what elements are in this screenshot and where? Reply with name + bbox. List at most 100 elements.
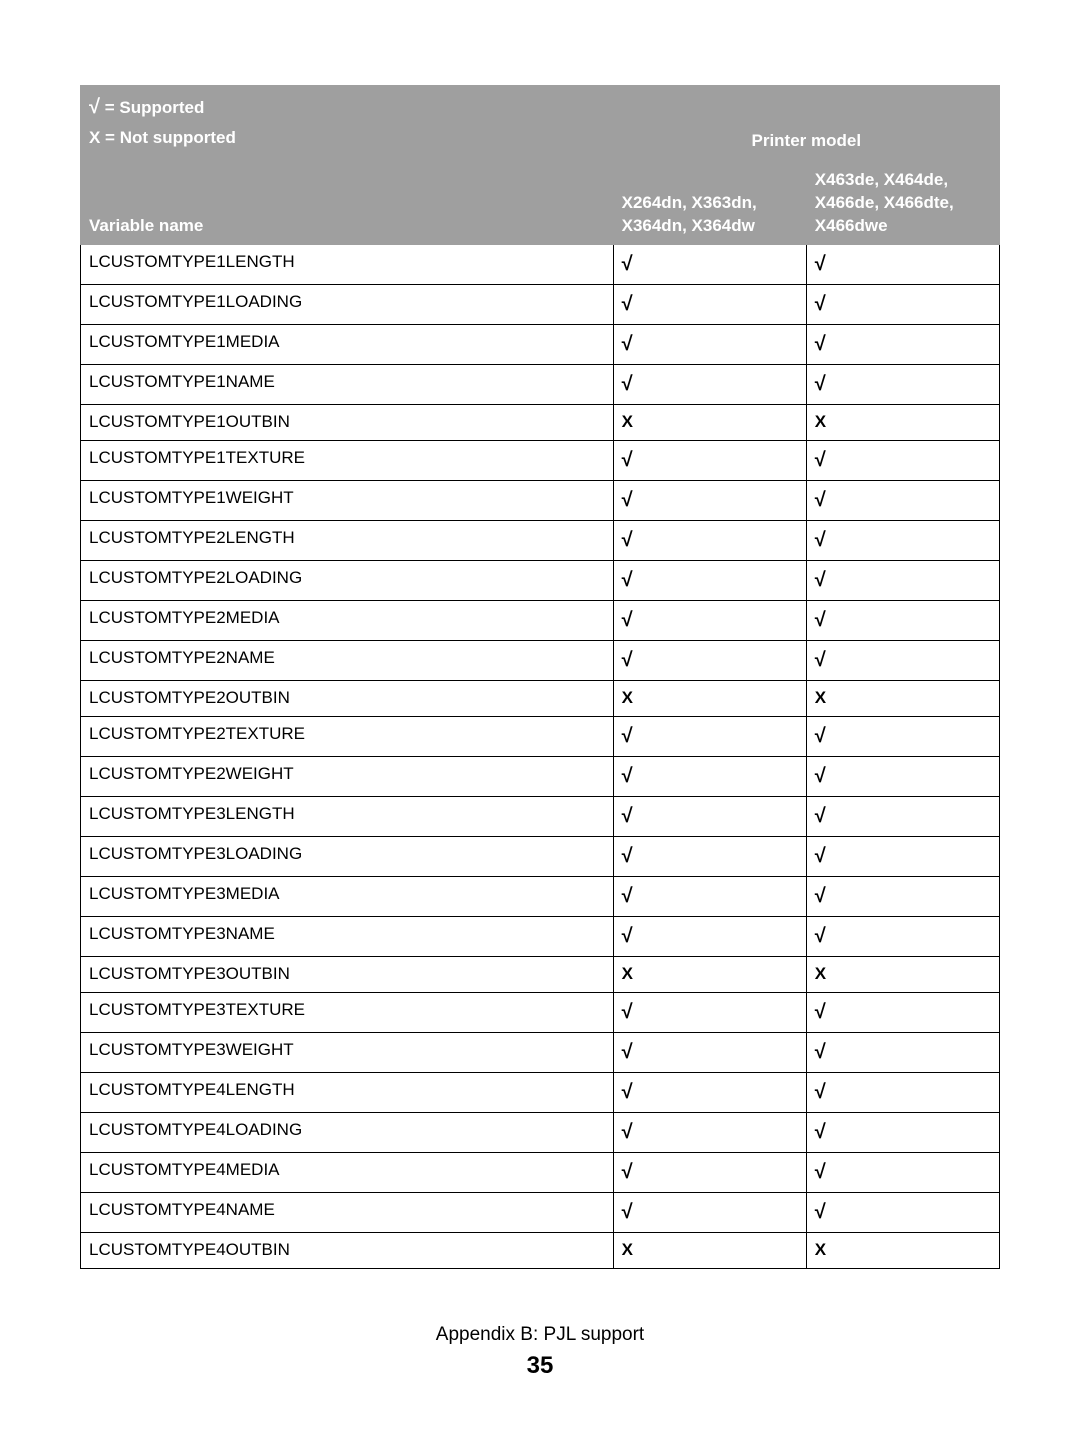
legend-supported: √ = Supported xyxy=(89,94,605,121)
support-cell-a: √ xyxy=(613,992,806,1032)
support-cell-a: X xyxy=(613,956,806,992)
table-row: LCUSTOMTYPE1TEXTURE√√ xyxy=(81,440,1000,480)
support-cell-b: √ xyxy=(806,640,999,680)
document-page: √ = Supported X = Not supported Printer … xyxy=(0,0,1080,1430)
variable-name-cell: LCUSTOMTYPE2LOADING xyxy=(81,560,614,600)
check-icon: √ xyxy=(622,885,633,907)
support-cell-b: √ xyxy=(806,560,999,600)
support-cell-b: √ xyxy=(806,992,999,1032)
variable-name-cell: LCUSTOMTYPE3LOADING xyxy=(81,836,614,876)
check-icon: √ xyxy=(622,1041,633,1063)
check-icon: √ xyxy=(622,1161,633,1183)
support-cell-a: √ xyxy=(613,876,806,916)
variable-name-cell: LCUSTOMTYPE2WEIGHT xyxy=(81,756,614,796)
support-cell-b: √ xyxy=(806,600,999,640)
check-icon: √ xyxy=(815,649,826,671)
check-icon: √ xyxy=(622,1201,633,1223)
table-row: LCUSTOMTYPE2WEIGHT √ √ xyxy=(81,756,1000,796)
table-row: LCUSTOMTYPE3LOADING√√ xyxy=(81,836,1000,876)
support-cell-a: √ xyxy=(613,560,806,600)
check-icon: √ xyxy=(622,609,633,631)
support-cell-b: X xyxy=(806,956,999,992)
variable-name-cell: LCUSTOMTYPE1MEDIA xyxy=(81,324,614,364)
table-row: LCUSTOMTYPE1WEIGHT √ √ xyxy=(81,480,1000,520)
variable-name-cell: LCUSTOMTYPE1WEIGHT xyxy=(81,480,614,520)
check-icon: √ xyxy=(622,725,633,747)
variable-name-cell: LCUSTOMTYPE2OUTBIN xyxy=(81,680,614,716)
x-icon: X xyxy=(622,412,633,431)
check-icon: √ xyxy=(815,1121,826,1143)
check-icon: √ xyxy=(622,449,633,471)
support-cell-a: √ xyxy=(613,1032,806,1072)
table-row: LCUSTOMTYPE4MEDIA √ √ xyxy=(81,1152,1000,1192)
check-icon: √ xyxy=(622,1121,633,1143)
check-icon: √ xyxy=(815,805,826,827)
support-cell-a: √ xyxy=(613,1192,806,1232)
support-cell-b: X xyxy=(806,1232,999,1268)
support-cell-a: √ xyxy=(613,916,806,956)
support-cell-a: X xyxy=(613,1232,806,1268)
table-row: LCUSTOMTYPE4NAME √ √ xyxy=(81,1192,1000,1232)
table-row: LCUSTOMTYPE1OUTBINXX xyxy=(81,404,1000,440)
support-cell-b: √ xyxy=(806,1192,999,1232)
support-cell-b: √ xyxy=(806,284,999,324)
check-icon: √ xyxy=(815,725,826,747)
support-cell-b: √ xyxy=(806,244,999,284)
variable-name-cell: LCUSTOMTYPE1LENGTH xyxy=(81,244,614,284)
check-icon: √ xyxy=(815,1041,826,1063)
variable-name-cell: LCUSTOMTYPE2MEDIA xyxy=(81,600,614,640)
x-icon: X xyxy=(815,688,826,707)
x-icon: X xyxy=(622,688,633,707)
table-row: LCUSTOMTYPE2MEDIA √ √ xyxy=(81,600,1000,640)
check-icon: √ xyxy=(815,293,826,315)
support-cell-b: √ xyxy=(806,756,999,796)
table-row: LCUSTOMTYPE2OUTBIN X X xyxy=(81,680,1000,716)
support-cell-b: √ xyxy=(806,480,999,520)
check-icon: √ xyxy=(815,373,826,395)
header-blank xyxy=(806,86,999,124)
legend-not-supported: X = Not supported xyxy=(89,127,605,150)
variable-name-cell: LCUSTOMTYPE2NAME xyxy=(81,640,614,680)
x-icon: X xyxy=(815,412,826,431)
support-cell-a: √ xyxy=(613,440,806,480)
table-row: LCUSTOMTYPE1NAME√√ xyxy=(81,364,1000,404)
check-icon: √ xyxy=(622,489,633,511)
table-row: LCUSTOMTYPE2LENGTH√√ xyxy=(81,520,1000,560)
support-cell-a: X xyxy=(613,404,806,440)
support-cell-a: √ xyxy=(613,600,806,640)
table-row: LCUSTOMTYPE3TEXTURE√√ xyxy=(81,992,1000,1032)
variable-name-cell: LCUSTOMTYPE4MEDIA xyxy=(81,1152,614,1192)
support-cell-b: √ xyxy=(806,796,999,836)
table-row: LCUSTOMTYPE3LENGTH√√ xyxy=(81,796,1000,836)
support-cell-b: √ xyxy=(806,520,999,560)
support-cell-b: √ xyxy=(806,1112,999,1152)
pjl-support-table: √ = Supported X = Not supported Printer … xyxy=(80,85,1000,1269)
support-cell-b: √ xyxy=(806,1152,999,1192)
col-header-model-a: X264dn, X363dn, X364dn, X364dw xyxy=(613,162,806,244)
table-row: LCUSTOMTYPE4LOADING √ √ xyxy=(81,1112,1000,1152)
x-icon: X xyxy=(622,964,633,983)
check-icon: √ xyxy=(815,609,826,631)
check-icon: √ xyxy=(815,569,826,591)
variable-name-cell: LCUSTOMTYPE3NAME xyxy=(81,916,614,956)
support-cell-a: √ xyxy=(613,640,806,680)
legend-supported-text: = Supported xyxy=(100,98,204,117)
support-cell-a: X xyxy=(613,680,806,716)
legend-cell: √ = Supported X = Not supported xyxy=(81,86,614,163)
check-icon: √ xyxy=(815,1201,826,1223)
variable-name-cell: LCUSTOMTYPE4NAME xyxy=(81,1192,614,1232)
variable-name-cell: LCUSTOMTYPE1LOADING xyxy=(81,284,614,324)
variable-name-cell: LCUSTOMTYPE4LOADING xyxy=(81,1112,614,1152)
table-row: LCUSTOMTYPE3NAME√√ xyxy=(81,916,1000,956)
support-cell-a: √ xyxy=(613,324,806,364)
check-icon: √ xyxy=(622,569,633,591)
appendix-title: Appendix B: PJL support xyxy=(80,1324,1000,1346)
support-cell-a: √ xyxy=(613,520,806,560)
table-row: LCUSTOMTYPE2NAME√√ xyxy=(81,640,1000,680)
check-icon: √ xyxy=(622,1001,633,1023)
support-cell-b: √ xyxy=(806,440,999,480)
support-cell-b: √ xyxy=(806,916,999,956)
check-icon: √ xyxy=(622,765,633,787)
table-row: LCUSTOMTYPE2LOADING √ √ xyxy=(81,560,1000,600)
table-row: LCUSTOMTYPE3MEDIA√√ xyxy=(81,876,1000,916)
